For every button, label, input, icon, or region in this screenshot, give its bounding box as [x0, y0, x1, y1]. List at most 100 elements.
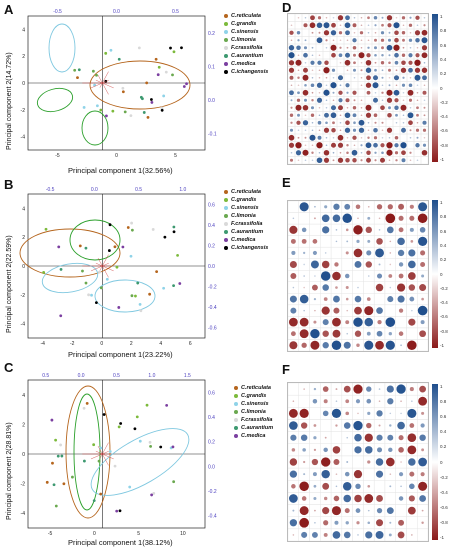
- correlation-circle: [402, 24, 405, 27]
- right-tick-label: -0.1: [208, 131, 217, 137]
- correlation-circle: [375, 530, 384, 539]
- correlation-circle: [299, 202, 309, 212]
- correlation-circle: [311, 531, 318, 538]
- correlation-circle: [366, 250, 372, 256]
- correlation-circle: [414, 59, 421, 66]
- correlation-circle: [316, 97, 323, 103]
- correlation-circle: [317, 135, 322, 140]
- correlation-circle: [343, 494, 352, 503]
- correlation-circle: [353, 248, 363, 258]
- loading-arrow: [99, 82, 103, 88]
- correlation-circle: [333, 459, 340, 465]
- correlation-circle: [289, 75, 294, 80]
- sample-point: [176, 253, 179, 257]
- correlation-circle: [331, 52, 336, 58]
- sample-point: [182, 85, 186, 88]
- correlation-circle: [322, 330, 329, 337]
- correlation-circle: [289, 421, 298, 430]
- correlation-matrix-e: [287, 200, 429, 352]
- correlation-circle: [289, 30, 294, 35]
- top-tick-label: 0.0: [78, 373, 85, 379]
- correlation-circle: [356, 343, 360, 347]
- matrix-cell: [392, 126, 401, 135]
- correlation-circle: [324, 60, 329, 65]
- correlation-circle: [409, 423, 415, 428]
- correlation-circle: [394, 30, 399, 36]
- correlation-circle: [422, 75, 427, 81]
- correlation-circle: [310, 83, 315, 88]
- correlation-circle: [421, 45, 428, 51]
- correlation-circle: [388, 159, 391, 162]
- correlation-circle: [376, 238, 383, 245]
- correlation-circle: [360, 159, 363, 162]
- correlation-circle: [367, 460, 371, 464]
- sample-point: [155, 270, 159, 274]
- correlation-circle: [318, 151, 321, 154]
- correlation-circle: [365, 104, 372, 111]
- sample-point: [113, 245, 117, 249]
- pca-biplot-c: -5 0 5 10 4 2 0 -2 -4 0.5 0.0 0.5 1.0 1.5 0.6 0.4 0.2 0.0…: [0, 362, 280, 550]
- correlation-circle: [421, 509, 424, 512]
- sample-point: [57, 245, 61, 249]
- correlation-circle: [422, 90, 427, 95]
- loading-arrow: [102, 82, 114, 89]
- confidence-ellipse: [19, 228, 121, 278]
- legend-marker-icon: [224, 214, 228, 218]
- correlation-circle: [388, 106, 391, 110]
- sample-point: [172, 230, 176, 234]
- correlation-circle: [388, 54, 391, 57]
- correlation-circle: [354, 494, 362, 503]
- legend-item: C.medica: [224, 236, 268, 244]
- correlation-circle: [400, 485, 402, 488]
- sample-point: [99, 492, 103, 496]
- correlation-circle: [360, 106, 363, 109]
- correlation-circle: [309, 134, 316, 141]
- correlation-circle: [323, 67, 330, 74]
- correlation-circle: [292, 286, 295, 289]
- correlation-circle: [345, 15, 350, 21]
- correlation-circle: [297, 136, 300, 139]
- colorbar-tick-label: 0.4: [440, 429, 447, 435]
- legend-item: F.crassifolia: [224, 44, 268, 52]
- correlation-circle: [367, 509, 370, 512]
- correlation-circle: [388, 533, 392, 537]
- correlation-circle: [364, 433, 373, 442]
- sample-point: [130, 221, 134, 225]
- sample-point: [92, 499, 96, 503]
- legend-label: C.grandis: [241, 393, 267, 399]
- correlation-circle: [288, 67, 295, 73]
- correlation-circle: [345, 286, 349, 290]
- correlation-circle: [332, 531, 341, 539]
- correlation-circle: [408, 260, 416, 269]
- sample-point: [129, 254, 133, 258]
- sample-point: [94, 301, 98, 305]
- colorbar-tick-label: 0.2: [440, 71, 447, 77]
- sample-point: [135, 415, 139, 419]
- correlation-circle: [355, 204, 361, 210]
- correlation-circle: [323, 520, 329, 526]
- correlation-circle: [332, 329, 341, 338]
- correlation-circle: [335, 286, 338, 289]
- x-tick-label: 4: [159, 341, 162, 347]
- colorbar-tick-label: -0.8: [440, 142, 448, 148]
- correlation-circle: [303, 67, 308, 73]
- sample-point: [171, 445, 175, 449]
- confidence-ellipse: [90, 428, 190, 496]
- confidence-ellipse: [73, 393, 101, 511]
- correlation-circle: [378, 217, 381, 220]
- correlation-circle: [335, 229, 338, 231]
- correlation-circle: [409, 106, 412, 109]
- legend-item: C.grandis: [224, 196, 268, 204]
- correlation-circle: [322, 319, 329, 326]
- correlation-circle: [339, 46, 342, 49]
- correlation-circle: [339, 84, 342, 87]
- correlation-circle: [409, 31, 412, 34]
- correlation-circle: [313, 217, 316, 220]
- correlation-circle: [331, 408, 342, 419]
- correlation-circle: [381, 46, 384, 50]
- correlation-circle: [318, 106, 321, 109]
- correlation-circle: [407, 89, 414, 96]
- correlation-circle: [366, 150, 371, 155]
- correlation-circle: [301, 342, 307, 348]
- correlation-circle: [386, 15, 393, 21]
